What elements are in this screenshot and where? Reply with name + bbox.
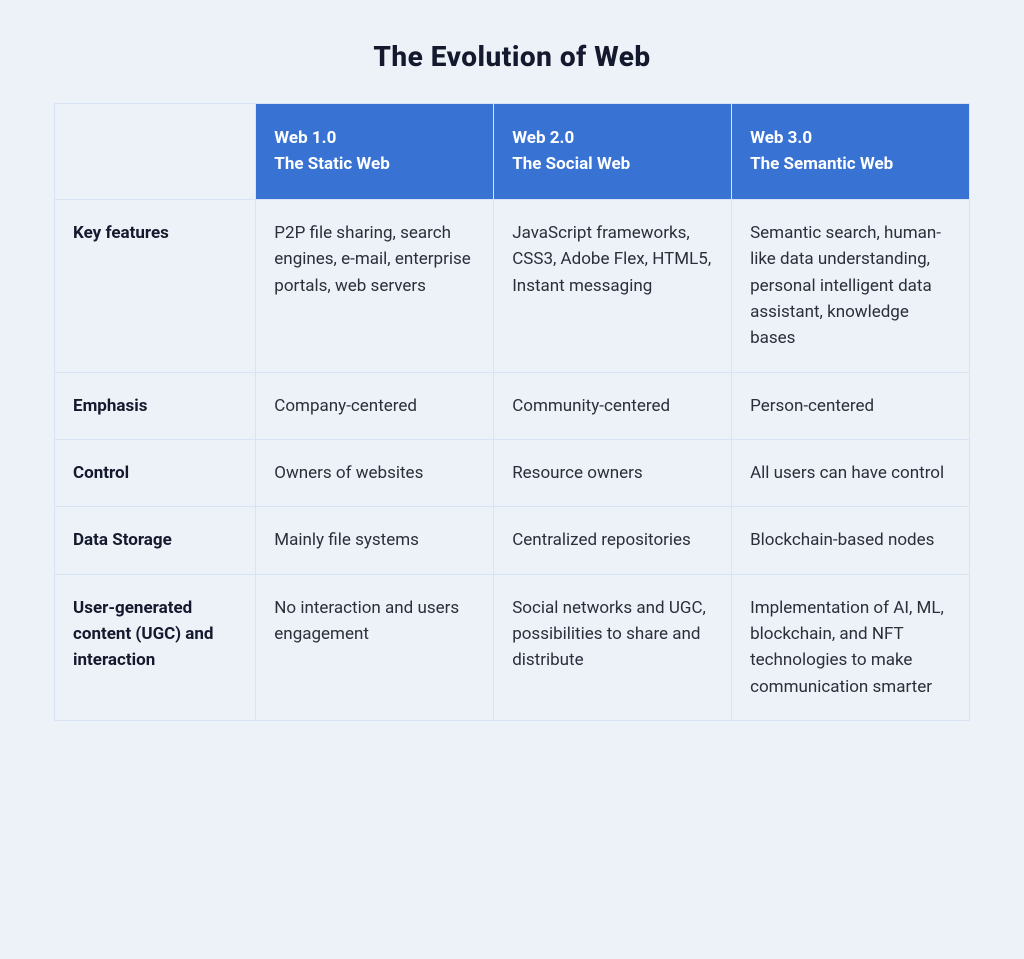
cell: P2P file sharing, search engines, e-mail… bbox=[256, 200, 494, 373]
row-label: Data Storage bbox=[55, 507, 256, 574]
row-label: Key features bbox=[55, 200, 256, 373]
cell: Implementation of AI, ML, blockchain, an… bbox=[732, 574, 970, 720]
header-subtitle: The Semantic Web bbox=[750, 154, 893, 174]
table-header-row: Web 1.0 The Static Web Web 2.0 The Socia… bbox=[55, 104, 970, 200]
cell: Company-centered bbox=[256, 372, 494, 439]
cell: JavaScript frameworks, CSS3, Adobe Flex,… bbox=[494, 200, 732, 373]
table-row: Key features P2P file sharing, search en… bbox=[55, 200, 970, 373]
header-version: Web 2.0 bbox=[512, 128, 574, 148]
cell: Owners of websites bbox=[256, 440, 494, 507]
page-title: The Evolution of Web bbox=[54, 40, 970, 73]
cell: Mainly file systems bbox=[256, 507, 494, 574]
cell: Semantic search, human-like data underst… bbox=[732, 200, 970, 373]
header-blank bbox=[55, 104, 256, 200]
table-row: User-generated content (UGC) and interac… bbox=[55, 574, 970, 720]
cell: All users can have control bbox=[732, 440, 970, 507]
table-row: Data Storage Mainly file systems Central… bbox=[55, 507, 970, 574]
header-web3: Web 3.0 The Semantic Web bbox=[732, 104, 970, 200]
header-web1: Web 1.0 The Static Web bbox=[256, 104, 494, 200]
header-subtitle: The Social Web bbox=[512, 154, 630, 174]
cell: Blockchain-based nodes bbox=[732, 507, 970, 574]
cell: Centralized repositories bbox=[494, 507, 732, 574]
table-row: Emphasis Company-centered Community-cent… bbox=[55, 372, 970, 439]
cell: Social networks and UGC, possibilities t… bbox=[494, 574, 732, 720]
row-label: Control bbox=[55, 440, 256, 507]
row-label: Emphasis bbox=[55, 372, 256, 439]
cell: No interaction and users engagement bbox=[256, 574, 494, 720]
table-row: Control Owners of websites Resource owne… bbox=[55, 440, 970, 507]
header-web2: Web 2.0 The Social Web bbox=[494, 104, 732, 200]
header-subtitle: The Static Web bbox=[274, 154, 389, 174]
header-version: Web 3.0 bbox=[750, 128, 812, 148]
evolution-table: Web 1.0 The Static Web Web 2.0 The Socia… bbox=[54, 103, 970, 721]
cell: Person-centered bbox=[732, 372, 970, 439]
header-version: Web 1.0 bbox=[274, 128, 336, 148]
cell: Community-centered bbox=[494, 372, 732, 439]
row-label: User-generated content (UGC) and interac… bbox=[55, 574, 256, 720]
cell: Resource owners bbox=[494, 440, 732, 507]
